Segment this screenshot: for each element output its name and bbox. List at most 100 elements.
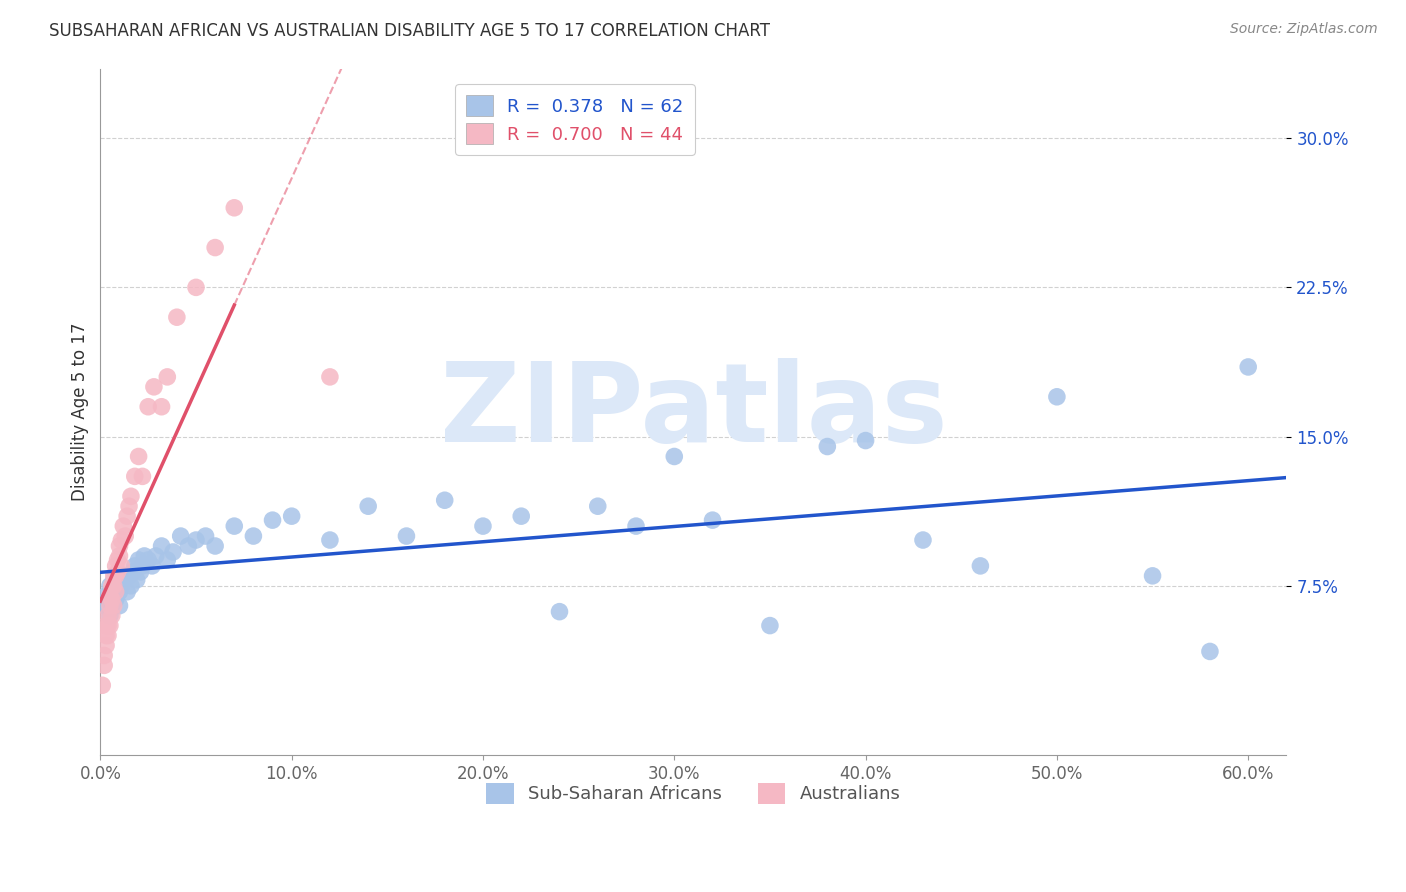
Legend: Sub-Saharan Africans, Australians: Sub-Saharan Africans, Australians	[475, 772, 911, 814]
Point	[118, 500, 141, 514]
Point	[110, 579, 132, 593]
Point	[93, 648, 115, 663]
Point	[150, 400, 173, 414]
Point	[134, 549, 156, 563]
Point	[93, 658, 115, 673]
Point	[94, 628, 117, 642]
Point	[112, 519, 135, 533]
Point	[104, 569, 127, 583]
Point	[101, 579, 124, 593]
Point	[131, 558, 153, 573]
Point	[759, 618, 782, 632]
Point	[104, 584, 127, 599]
Point	[242, 529, 264, 543]
Y-axis label: Disability Age 5 to 17: Disability Age 5 to 17	[72, 323, 89, 501]
Point	[150, 539, 173, 553]
Point	[103, 579, 125, 593]
Point	[280, 509, 302, 524]
Point	[98, 618, 121, 632]
Point	[112, 569, 135, 583]
Point	[108, 584, 131, 599]
Point	[101, 608, 124, 623]
Point	[97, 592, 120, 607]
Point	[97, 628, 120, 642]
Point	[664, 450, 686, 464]
Point	[108, 539, 131, 553]
Point	[124, 469, 146, 483]
Point	[156, 553, 179, 567]
Point	[1199, 644, 1222, 658]
Point	[911, 533, 934, 547]
Point	[224, 201, 246, 215]
Point	[204, 241, 226, 255]
Point	[107, 565, 129, 579]
Point	[124, 558, 146, 573]
Point	[357, 500, 380, 514]
Point	[114, 529, 136, 543]
Point	[110, 558, 132, 573]
Point	[166, 310, 188, 325]
Point	[319, 370, 342, 384]
Point	[98, 579, 121, 593]
Point	[224, 519, 246, 533]
Point	[170, 529, 193, 543]
Point	[162, 545, 184, 559]
Point	[108, 599, 131, 613]
Point	[262, 513, 284, 527]
Point	[107, 569, 129, 583]
Point	[145, 549, 167, 563]
Point	[194, 529, 217, 543]
Point	[136, 553, 159, 567]
Point	[103, 599, 125, 613]
Point	[125, 573, 148, 587]
Point	[103, 573, 125, 587]
Point	[98, 599, 121, 613]
Point	[1046, 390, 1069, 404]
Point	[177, 539, 200, 553]
Point	[103, 569, 125, 583]
Point	[101, 592, 124, 607]
Point	[94, 639, 117, 653]
Point	[969, 558, 991, 573]
Point	[110, 533, 132, 547]
Point	[104, 558, 127, 573]
Point	[184, 280, 207, 294]
Point	[855, 434, 877, 448]
Point	[101, 599, 124, 613]
Point	[131, 469, 153, 483]
Point	[93, 599, 115, 613]
Point	[91, 678, 114, 692]
Point	[104, 579, 127, 593]
Point	[107, 553, 129, 567]
Point	[97, 618, 120, 632]
Text: Source: ZipAtlas.com: Source: ZipAtlas.com	[1230, 22, 1378, 37]
Point	[115, 584, 138, 599]
Point	[702, 513, 724, 527]
Point	[548, 605, 571, 619]
Point	[118, 569, 141, 583]
Point	[319, 533, 342, 547]
Point	[129, 565, 152, 579]
Point	[101, 584, 124, 599]
Point	[395, 529, 418, 543]
Point	[1237, 359, 1260, 374]
Point	[184, 533, 207, 547]
Point	[586, 500, 609, 514]
Point	[108, 549, 131, 563]
Point	[142, 380, 165, 394]
Text: SUBSAHARAN AFRICAN VS AUSTRALIAN DISABILITY AGE 5 TO 17 CORRELATION CHART: SUBSAHARAN AFRICAN VS AUSTRALIAN DISABIL…	[49, 22, 770, 40]
Text: ZIPatlas: ZIPatlas	[440, 359, 948, 466]
Point	[128, 553, 150, 567]
Point	[204, 539, 226, 553]
Point	[120, 579, 142, 593]
Point	[94, 618, 117, 632]
Point	[120, 489, 142, 503]
Point	[104, 592, 127, 607]
Point	[1142, 569, 1164, 583]
Point	[97, 608, 120, 623]
Point	[115, 509, 138, 524]
Point	[472, 519, 495, 533]
Point	[136, 400, 159, 414]
Point	[624, 519, 647, 533]
Point	[98, 589, 121, 603]
